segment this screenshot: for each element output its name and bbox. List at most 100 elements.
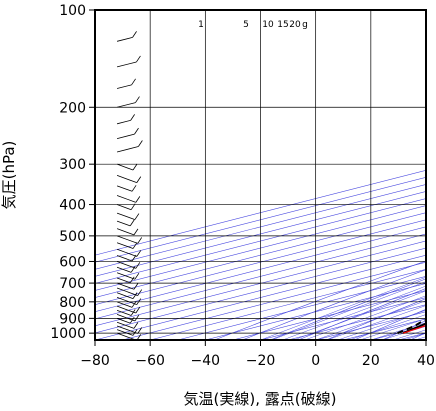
wind-barb-flag [136, 250, 142, 257]
wind-barb [116, 212, 136, 220]
wind-barb-flag [134, 127, 139, 135]
wind-barb-flag [132, 242, 138, 249]
y-axis-label: 気圧(hPa) [0, 141, 18, 210]
wind-barb-flag [130, 114, 135, 121]
y-tick-label: 200 [59, 100, 86, 116]
wind-barb [116, 321, 135, 329]
wind-barb-flag [136, 176, 142, 183]
isotherm-line [232, 290, 426, 340]
series-lines [397, 319, 426, 335]
wind-barb [116, 242, 134, 249]
isotherm-line [205, 283, 426, 340]
moist-adiabat-line [403, 333, 426, 340]
wind-barb [116, 261, 136, 269]
wind-barb [116, 287, 138, 296]
dry-adiabat-line [214, 260, 426, 340]
wind-barb-flag [135, 196, 141, 203]
wind-barb-flag [137, 0, 141, 5]
isotherm-line [95, 219, 426, 305]
mixing-ratio-label: 20 [289, 20, 301, 30]
wind-barb-flag [131, 301, 137, 308]
wind-barb [116, 61, 137, 68]
moist-adiabat-line [326, 305, 426, 340]
wind-barb [116, 163, 134, 171]
x-axis-ticks: −80 −60 −40 −20 0 20 40 [80, 340, 435, 369]
wind-barb-flag [129, 219, 135, 227]
wind-barb-flag [134, 272, 140, 280]
wind-barb [116, 266, 132, 273]
wind-barb-flag [135, 262, 141, 269]
isotherm-line [95, 254, 426, 340]
wind-barb [116, 84, 132, 89]
wind-barb [116, 228, 135, 236]
wind-barb [116, 317, 131, 324]
y-tick-label: 600 [59, 254, 86, 270]
isotherm-line [425, 339, 426, 340]
wind-barb-flag [136, 298, 142, 305]
isotherm-line [177, 276, 426, 340]
wind-barb-flag [134, 213, 140, 220]
moist-adiabat-line [293, 290, 426, 340]
wind-barb-flag [132, 163, 138, 171]
wind-barb-flag [137, 327, 143, 334]
wind-barb-flag [134, 314, 140, 322]
wind-barb [116, 297, 137, 305]
wind-barb [116, 36, 133, 42]
wind-barb [116, 305, 136, 314]
y-tick-label: 1000 [50, 326, 86, 342]
mixing-ratio-label: 1 [198, 20, 204, 30]
isotherm-line [343, 318, 426, 340]
wind-barb [116, 329, 134, 336]
wind-barb [116, 119, 131, 125]
wind-barb-flag [137, 237, 143, 244]
x-tick-label: 40 [417, 353, 435, 369]
y-tick-label: 400 [59, 198, 86, 214]
dry-adiabat-line [270, 278, 426, 340]
y-tick-label: 700 [59, 276, 86, 292]
wind-barb [116, 301, 133, 308]
wind-barb [116, 204, 132, 211]
isotherm-line [398, 332, 426, 340]
y-tick-label: 300 [59, 157, 86, 173]
mixing-ratio-label: 10 [262, 20, 274, 30]
isotherm-line [95, 212, 426, 298]
wind-barb [116, 314, 136, 322]
wind-barb-flag [133, 228, 139, 236]
isotherm-line [95, 247, 426, 334]
temperature-line [402, 322, 426, 335]
wind-barb-flag [132, 292, 138, 299]
mixing-ratio-label: g [302, 20, 308, 30]
isotherm-line [95, 233, 426, 320]
wind-barb-flag [131, 78, 136, 86]
wind-barb [116, 185, 133, 192]
mixing-ratio-label: 15 [277, 20, 288, 30]
isotherm-line [150, 268, 426, 340]
moist-adiabat-line [271, 281, 426, 340]
wind-barb [116, 235, 138, 244]
moist-adiabat-line [359, 318, 426, 340]
wind-barb-flag [135, 96, 140, 103]
isotherm-line [95, 226, 426, 313]
wind-barb [116, 248, 137, 257]
wind-barb-flag [131, 185, 137, 192]
x-tick-label: 20 [362, 353, 380, 369]
moist-adiabat-line [282, 285, 426, 340]
mixing-ratio-labels: 1 5 10 15 20 g [198, 20, 308, 30]
y-tick-label: 800 [59, 295, 86, 311]
wind-barb-flag [137, 289, 143, 296]
isotherm-line [95, 169, 426, 256]
wind-barb [116, 146, 139, 153]
wind-barb-flag [133, 322, 139, 329]
y-tick-label: 900 [59, 311, 86, 327]
y-tick-label: 500 [59, 229, 86, 245]
x-tick-label: −80 [80, 353, 110, 369]
isotherm-line [95, 205, 426, 291]
wind-barb-flag [129, 276, 135, 284]
dry-adiabat-line [242, 269, 426, 340]
moist-adiabat-line [381, 326, 426, 340]
grid-lines [95, 10, 426, 340]
wind-barb-flag [130, 203, 136, 210]
moist-adiabat-line [348, 314, 426, 340]
wind-barb [116, 255, 133, 262]
